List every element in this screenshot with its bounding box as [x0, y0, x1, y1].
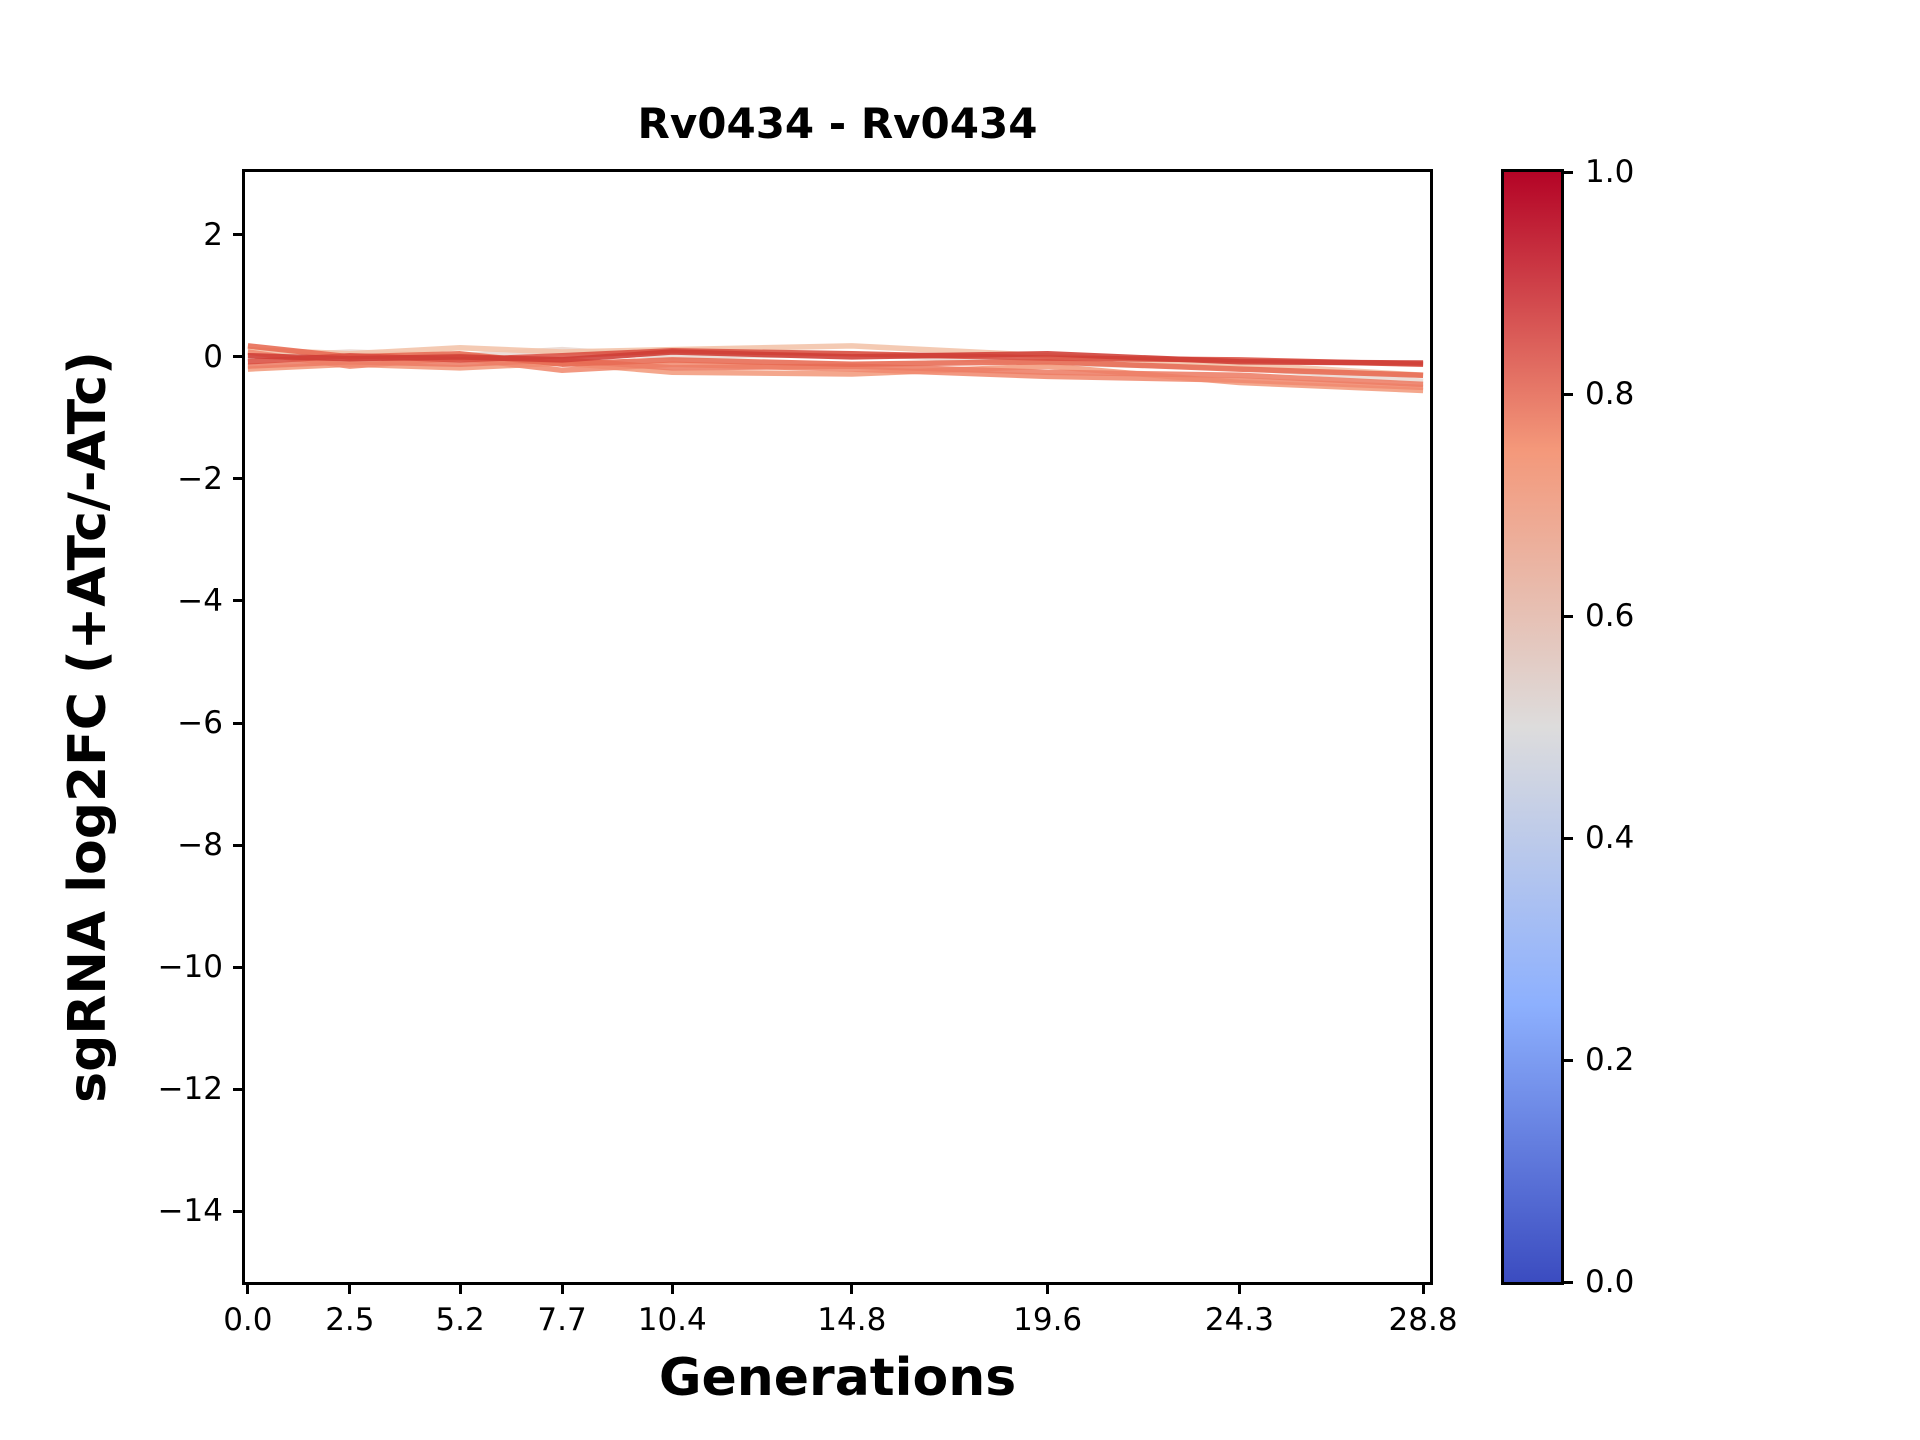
y-tick-label: 2 — [203, 216, 223, 253]
y-tick-label: −14 — [157, 1193, 223, 1230]
colorbar-tick-label: 1.0 — [1585, 154, 1635, 190]
x-tick-mark — [850, 1282, 854, 1294]
y-tick-label: −8 — [177, 827, 223, 864]
x-tick-mark — [1237, 1282, 1241, 1294]
x-tick-label: 7.7 — [537, 1302, 587, 1338]
x-tick-label: 2.5 — [325, 1302, 375, 1338]
x-tick-label: 14.8 — [817, 1302, 887, 1338]
colorbar-tick-mark — [1561, 614, 1573, 618]
y-tick-label: −10 — [157, 949, 223, 986]
x-tick-label: 0.0 — [223, 1302, 273, 1338]
colorbar-tick-mark — [1561, 836, 1573, 840]
y-tick-mark — [233, 233, 245, 237]
colorbar-tick-label: 0.0 — [1585, 1264, 1635, 1300]
y-tick-label: −12 — [157, 1071, 223, 1108]
colorbar-tick-label: 0.4 — [1585, 820, 1635, 856]
x-tick-label: 10.4 — [637, 1302, 707, 1338]
y-tick-label: −4 — [177, 582, 223, 619]
x-tick-mark — [670, 1282, 674, 1294]
y-tick-mark — [233, 965, 245, 969]
y-tick-mark — [233, 599, 245, 603]
y-axis-label: sgRNA log2FC (+ATc/-ATc) — [58, 351, 118, 1103]
colorbar-tick-mark — [1561, 1280, 1573, 1284]
y-tick-mark — [233, 843, 245, 847]
x-tick-mark — [1046, 1282, 1050, 1294]
colorbar-tick-label: 0.8 — [1585, 376, 1635, 412]
colorbar-tick-mark — [1561, 392, 1573, 396]
y-tick-mark — [233, 1087, 245, 1091]
x-tick-label: 24.3 — [1204, 1302, 1274, 1338]
x-tick-label: 19.6 — [1013, 1302, 1083, 1338]
chart-title: Rv0434 - Rv0434 — [637, 99, 1038, 148]
y-tick-label: 0 — [203, 338, 223, 375]
y-tick-mark — [233, 477, 245, 481]
series-line-sgrna-1 — [247, 349, 1424, 366]
colorbar-tick-label: 0.2 — [1585, 1042, 1635, 1078]
y-tick-mark — [233, 1209, 245, 1213]
colorbar-tick-label: 0.6 — [1585, 598, 1635, 634]
y-tick-label: −6 — [177, 705, 223, 742]
y-tick-mark — [233, 355, 245, 359]
x-tick-mark — [348, 1282, 352, 1294]
x-tick-mark — [560, 1282, 564, 1294]
series-line-sgrna-4 — [247, 357, 1424, 388]
x-tick-mark — [246, 1282, 250, 1294]
x-axis-label: Generations — [658, 1348, 1017, 1408]
colorbar-tick-mark — [1561, 170, 1573, 174]
x-tick-label: 5.2 — [435, 1302, 485, 1338]
y-tick-label: −2 — [177, 460, 223, 497]
x-tick-label: 28.8 — [1388, 1302, 1458, 1338]
plot-area — [242, 169, 1433, 1285]
colorbar — [1501, 169, 1564, 1285]
colorbar-tick-mark — [1561, 1058, 1573, 1062]
x-tick-mark — [458, 1282, 462, 1294]
y-tick-mark — [233, 721, 245, 725]
x-tick-mark — [1421, 1282, 1425, 1294]
line-series-canvas — [247, 343, 1424, 394]
